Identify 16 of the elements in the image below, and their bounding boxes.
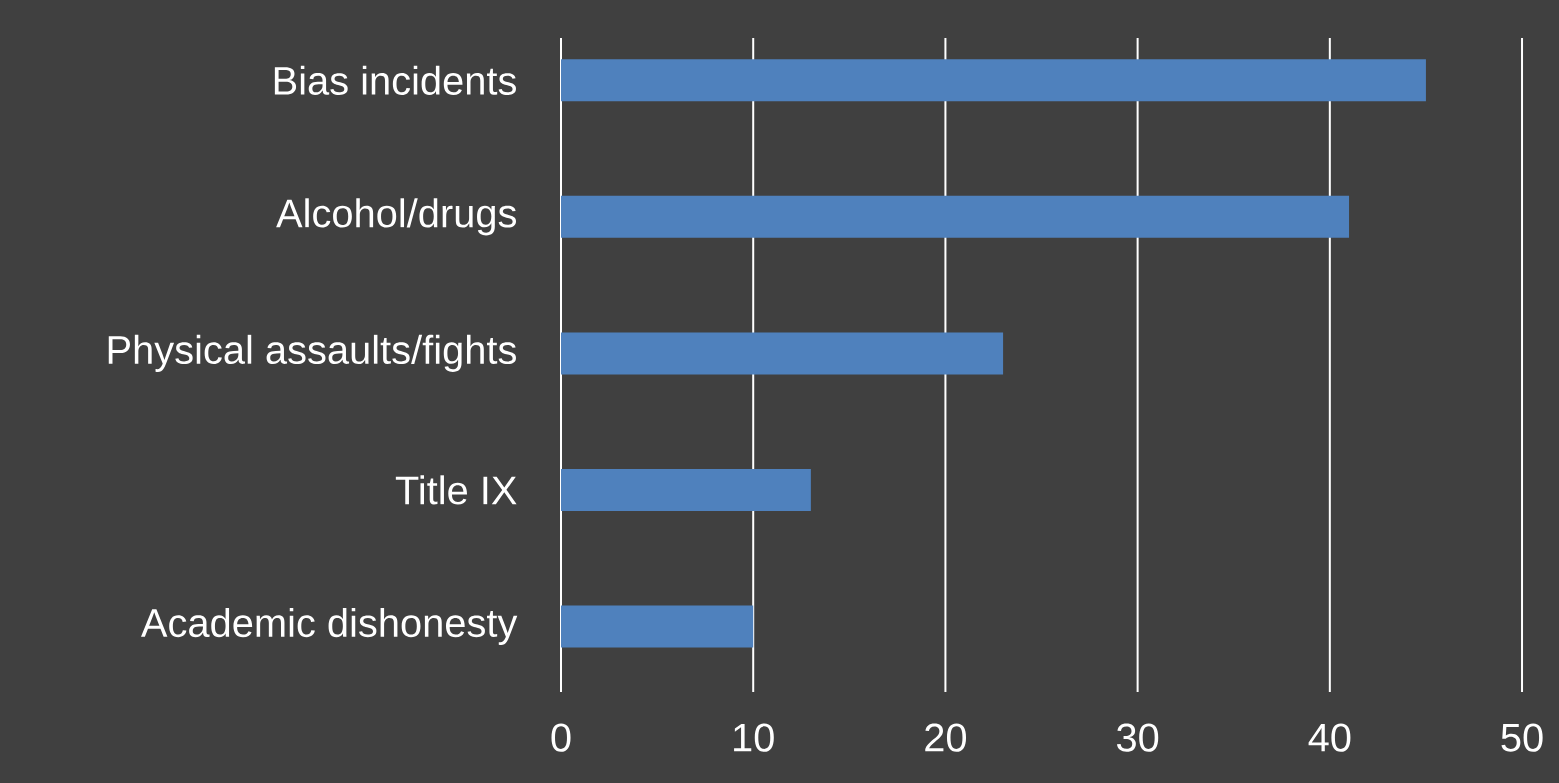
y-tick-label: Title IX (395, 475, 517, 505)
bar (561, 468, 811, 511)
x-tick-label: 40 (1308, 723, 1351, 752)
y-tick-label: Bias incidents (274, 65, 516, 95)
x-tick-label: 30 (1116, 723, 1159, 752)
x-tick-label: 0 (551, 723, 571, 752)
bar (561, 195, 1350, 238)
bar (561, 605, 754, 648)
y-tick-label: Physical assaults/fights (108, 334, 516, 372)
x-tick-label: 10 (734, 723, 774, 752)
x-tick-label: 50 (1501, 723, 1543, 752)
x-tick-label: 20 (925, 723, 967, 752)
bar (561, 59, 1426, 102)
y-tick-label: Alcohol/drugs (276, 198, 516, 236)
bar (561, 332, 1004, 375)
y-tick-label: Academic dishonesty (141, 607, 518, 646)
